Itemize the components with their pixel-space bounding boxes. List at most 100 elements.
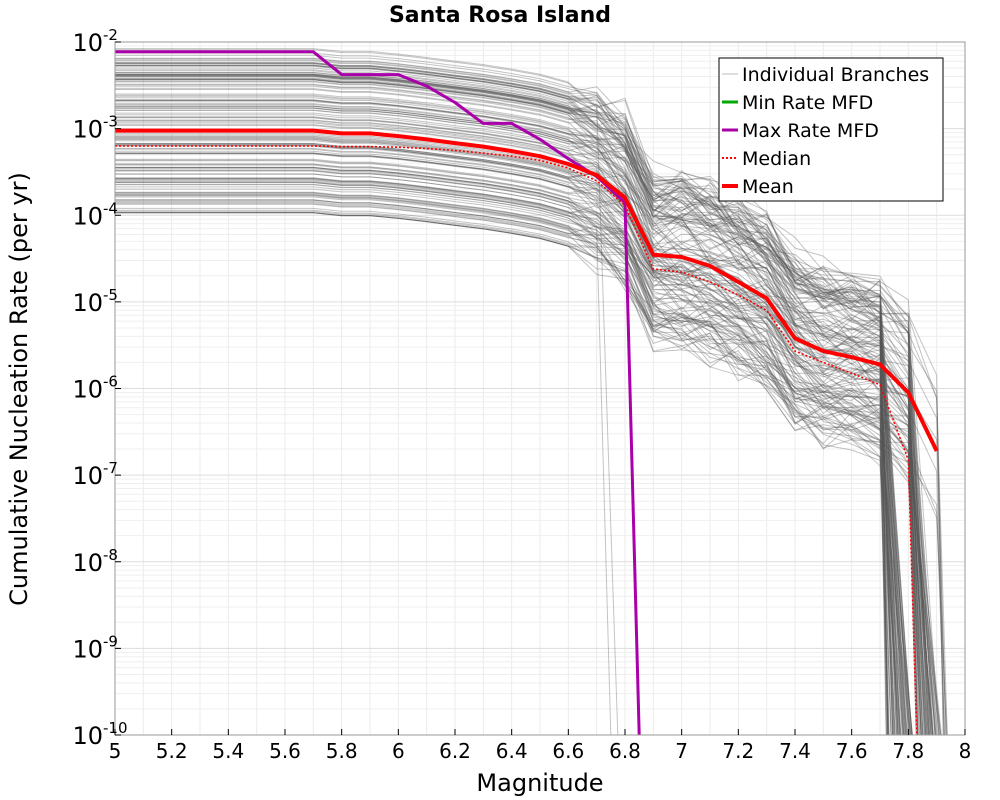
branch-line <box>115 74 912 736</box>
x-tick-label: 5.2 <box>156 739 188 763</box>
branch-line <box>115 186 906 736</box>
branch-line <box>115 78 894 736</box>
branch-line <box>115 137 913 736</box>
branch-line <box>115 124 924 736</box>
x-tick-label: 5 <box>109 739 122 763</box>
y-tick-exponent: -10 <box>103 719 128 737</box>
branch-line <box>115 100 894 736</box>
branch-line <box>115 107 895 736</box>
branch-line <box>115 95 911 736</box>
branch-line <box>115 48 932 736</box>
branch-line <box>115 173 903 736</box>
y-tick-exponent: -5 <box>103 286 118 304</box>
branch-line <box>115 203 922 736</box>
branch-line <box>115 65 907 736</box>
branch-line <box>115 81 908 736</box>
y-tick-label: 10 <box>72 202 103 230</box>
legend-label: Mean <box>742 176 794 198</box>
branch-line <box>115 177 917 736</box>
branch-line <box>115 72 905 736</box>
legend-label: Min Rate MFD <box>742 92 873 114</box>
series-lines <box>115 50 939 736</box>
branch-line <box>115 124 941 736</box>
branch-line <box>115 143 904 736</box>
x-tick-label: 6.8 <box>609 739 641 763</box>
y-tick-label: 10 <box>72 635 103 663</box>
branch-line <box>115 132 899 736</box>
branch-line <box>115 73 929 736</box>
branch-line <box>115 80 912 736</box>
branch-line <box>115 152 930 736</box>
branch-line <box>115 192 924 736</box>
branch-line <box>115 74 889 736</box>
branch-line <box>115 152 907 736</box>
branch-line <box>115 114 889 736</box>
branch-line <box>115 75 890 736</box>
y-tick-exponent: -8 <box>103 546 118 564</box>
branch-line <box>115 99 932 736</box>
branch-line <box>115 59 930 736</box>
branch-line <box>115 212 905 736</box>
branch-line <box>115 76 899 736</box>
branch-line <box>115 116 911 736</box>
branch-line <box>115 65 934 736</box>
x-tick-label: 5.6 <box>269 739 301 763</box>
branch-line <box>115 163 892 736</box>
branch-line <box>115 160 922 736</box>
branch-line <box>115 89 948 736</box>
branch-line <box>115 116 905 736</box>
branch-line <box>115 199 927 736</box>
branch-line <box>115 181 895 736</box>
branch-line <box>115 79 911 736</box>
branch-line <box>115 99 925 736</box>
legend-box <box>718 57 944 202</box>
x-tick-label: 6 <box>392 739 405 763</box>
branch-line <box>115 84 932 736</box>
branch-line <box>115 168 937 736</box>
branch-line <box>115 199 942 736</box>
branch-line <box>115 212 890 736</box>
branch-line <box>115 159 887 736</box>
branch-line <box>115 109 888 736</box>
x-tick-label: 6.4 <box>496 739 528 763</box>
branch-line <box>115 88 894 736</box>
branch-line <box>115 54 889 736</box>
branch-line <box>115 122 893 736</box>
x-tick-label: 8 <box>959 739 972 763</box>
y-tick-exponent: -9 <box>103 632 118 650</box>
branch-line <box>115 164 910 736</box>
branch-line <box>115 166 888 736</box>
branch-line <box>115 178 925 736</box>
branch-line <box>115 62 898 736</box>
branch-line <box>115 210 889 736</box>
branch-line <box>115 65 913 736</box>
branch-line <box>115 184 939 736</box>
branch-line <box>115 85 937 736</box>
branch-line <box>115 201 941 736</box>
branch-line <box>115 196 945 736</box>
branch-line <box>115 180 919 736</box>
branch-line <box>115 79 918 736</box>
x-tick-label: 7.6 <box>836 739 868 763</box>
branch-line <box>115 167 918 736</box>
axis-ticks: 5 5.2 5.4 5.6 5.8 6 6.2 6.4 6.6 6.8 7 7.2 7.4 7.6 7.8 8… <box>72 26 971 763</box>
branch-line <box>115 212 933 736</box>
branch-line <box>115 75 901 736</box>
branch-line <box>115 75 913 736</box>
branch-line <box>115 148 936 736</box>
branch-line <box>115 167 924 736</box>
branch-line <box>115 74 945 736</box>
branch-line <box>115 170 917 736</box>
y-tick-label: 10 <box>72 29 103 57</box>
branch-line <box>115 194 929 736</box>
x-tick-label: 7.2 <box>722 739 754 763</box>
branch-line <box>115 107 905 736</box>
y-tick-exponent: -6 <box>103 373 118 391</box>
branch-line <box>115 209 911 736</box>
branch-line <box>115 179 948 736</box>
y-axis-label: Cumulative Nucleation Rate (per yr) <box>5 172 33 606</box>
branch-line <box>115 62 888 736</box>
branch-line <box>115 191 890 736</box>
branch-line <box>115 57 931 736</box>
